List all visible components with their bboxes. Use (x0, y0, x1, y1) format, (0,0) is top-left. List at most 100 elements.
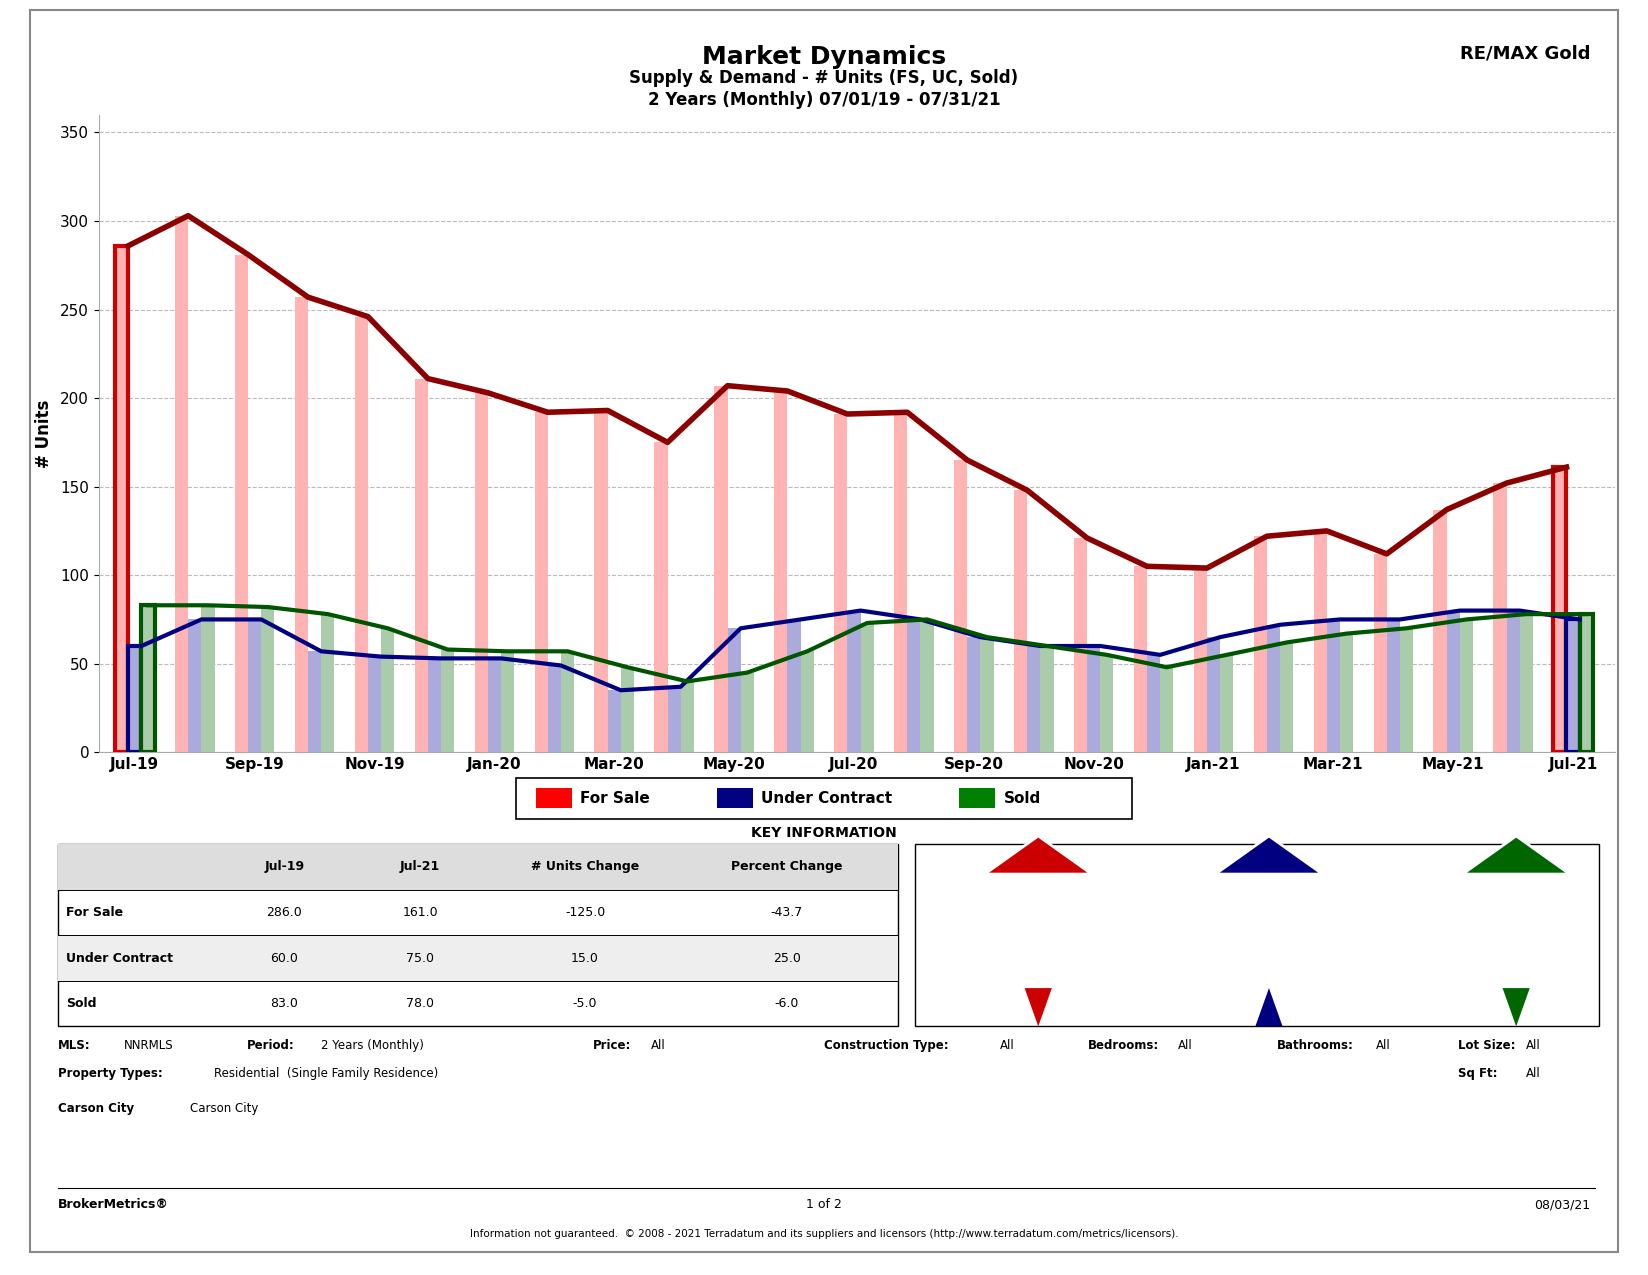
Bar (834, 414, 847, 752)
Bar (262, 607, 275, 752)
Bar (1340, 634, 1353, 752)
Text: 1 of 2: 1 of 2 (806, 1198, 842, 1211)
Polygon shape (1216, 836, 1322, 875)
Text: -6.0: -6.0 (775, 997, 799, 1010)
Bar (608, 690, 621, 752)
Polygon shape (1256, 988, 1282, 1026)
Bar (1580, 615, 1594, 752)
Bar (667, 687, 681, 752)
Bar (681, 681, 694, 752)
Bar (1506, 611, 1519, 752)
Text: 83.0: 83.0 (270, 997, 298, 1010)
Bar (895, 412, 908, 752)
Text: -6.0%: -6.0% (1501, 949, 1531, 958)
Bar (142, 606, 155, 752)
Text: All: All (1526, 1067, 1541, 1080)
Text: RE/MAX Gold: RE/MAX Gold (1460, 45, 1590, 62)
Bar (967, 638, 981, 752)
Text: All: All (1376, 1039, 1391, 1052)
Bar (1147, 655, 1160, 752)
Text: 60.0: 60.0 (270, 951, 298, 964)
Bar (475, 393, 488, 752)
Bar (175, 215, 188, 752)
Bar (860, 623, 873, 752)
Text: UC: UC (1261, 913, 1277, 922)
Bar (115, 246, 129, 752)
Bar (921, 620, 934, 752)
Text: Jul-19: Jul-19 (264, 861, 305, 873)
Bar (1447, 611, 1460, 752)
Bar (740, 673, 753, 752)
Bar (1134, 566, 1147, 752)
Bar (1254, 537, 1267, 752)
Bar (1027, 646, 1040, 752)
Bar (188, 620, 201, 752)
Bar (1493, 483, 1506, 752)
Text: Under Contract: Under Contract (66, 951, 173, 964)
Bar (1399, 629, 1412, 752)
Text: Market Dynamics: Market Dynamics (702, 45, 946, 69)
Bar (1074, 538, 1088, 752)
Bar (534, 412, 547, 752)
Text: For Sale: For Sale (1015, 913, 1061, 922)
Bar (801, 652, 814, 752)
Bar (595, 411, 608, 752)
Text: KEY INFORMATION: KEY INFORMATION (751, 826, 897, 840)
Text: 78.0: 78.0 (407, 997, 433, 1010)
Bar (428, 658, 442, 752)
Text: 2 Years (Monthly) 07/01/19 - 07/31/21: 2 Years (Monthly) 07/01/19 - 07/31/21 (648, 91, 1000, 108)
Bar (368, 657, 381, 752)
Bar (1040, 646, 1053, 752)
Bar (1434, 510, 1447, 752)
Bar (654, 442, 667, 752)
Bar (1088, 646, 1101, 752)
Bar (249, 620, 262, 752)
Text: Sold: Sold (1505, 913, 1528, 922)
Text: All: All (1178, 1039, 1193, 1052)
Bar (981, 638, 994, 752)
Bar (115, 246, 129, 752)
Text: Carson City: Carson City (58, 1102, 133, 1114)
Text: Sq Ft:: Sq Ft: (1458, 1067, 1498, 1080)
Bar (308, 652, 321, 752)
Text: 2 Years (Monthly): 2 Years (Monthly) (321, 1039, 424, 1052)
Text: # Units Change: # Units Change (531, 861, 639, 873)
Bar (1567, 620, 1580, 752)
Y-axis label: # Units: # Units (35, 399, 53, 468)
Text: Price:: Price: (593, 1039, 631, 1052)
Bar (1460, 620, 1473, 752)
Bar (321, 615, 335, 752)
Text: 08/03/21: 08/03/21 (1534, 1198, 1590, 1211)
Text: BrokerMetrics®: BrokerMetrics® (58, 1198, 168, 1211)
Bar (1280, 643, 1294, 752)
Text: Property Types:: Property Types: (58, 1067, 163, 1080)
Text: NNRMLS: NNRMLS (124, 1039, 173, 1052)
Bar (1220, 655, 1233, 752)
Bar (1386, 620, 1399, 752)
Text: 15.0: 15.0 (572, 951, 598, 964)
Bar (142, 606, 155, 752)
Bar (1014, 490, 1027, 752)
Bar (1567, 620, 1580, 752)
Text: Sold: Sold (1004, 790, 1042, 806)
Polygon shape (986, 836, 1093, 875)
Bar (1554, 467, 1567, 752)
Bar (1193, 569, 1206, 752)
Bar (442, 649, 455, 752)
Text: Jul-21: Jul-21 (400, 861, 440, 873)
Bar (1580, 615, 1594, 752)
Text: Bedrooms:: Bedrooms: (1088, 1039, 1159, 1052)
Text: Residential  (Single Family Residence): Residential (Single Family Residence) (214, 1067, 438, 1080)
Text: 75.0: 75.0 (407, 951, 433, 964)
Text: All: All (1000, 1039, 1015, 1052)
Bar (775, 391, 788, 752)
Text: MLS:: MLS: (58, 1039, 91, 1052)
Bar (295, 297, 308, 752)
Bar (621, 667, 634, 752)
Bar (727, 629, 740, 752)
Bar (1519, 615, 1533, 752)
Bar (501, 652, 514, 752)
Text: Bathrooms:: Bathrooms: (1277, 1039, 1355, 1052)
Text: Lot Size:: Lot Size: (1458, 1039, 1516, 1052)
Bar (1160, 667, 1173, 752)
